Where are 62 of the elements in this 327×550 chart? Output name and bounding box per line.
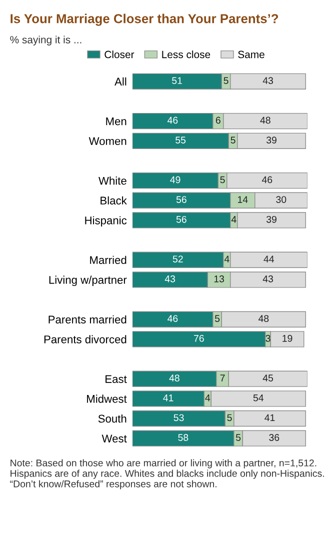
data-label: 55 bbox=[176, 136, 186, 144]
data-label: 4 bbox=[205, 394, 210, 402]
data-label: 49 bbox=[170, 176, 180, 184]
data-label: 7 bbox=[220, 374, 225, 382]
data-label: 48 bbox=[169, 374, 180, 382]
text: Note: Based on those who are married or living with a partner, n=1,512. Hispanics are of any race. Whites and blacks include only non-Hispanics. “Don’t know/Refused” responses are not shown. bbox=[10, 459, 324, 490]
y-tick-label: All bbox=[114, 77, 126, 86]
data-label: 39 bbox=[266, 136, 276, 144]
chart-title: Is Your Marriage Closer than Your Parents’? bbox=[10, 14, 278, 26]
data-label: 5 bbox=[236, 434, 241, 441]
data-label: 51 bbox=[172, 77, 182, 84]
data-label: 44 bbox=[264, 256, 274, 262]
data-label: 14 bbox=[238, 196, 248, 203]
y-tick-label: Married bbox=[90, 256, 126, 264]
legend-label: Same bbox=[238, 50, 264, 58]
data-label: 5 bbox=[227, 414, 232, 422]
data-label: 41 bbox=[264, 414, 275, 422]
y-tick-label: East bbox=[106, 375, 127, 383]
data-label: 56 bbox=[176, 216, 186, 223]
data-label: 76 bbox=[194, 334, 204, 342]
data-label: 48 bbox=[260, 116, 270, 124]
y-tick-label: Hispanic bbox=[85, 216, 127, 227]
data-label: 4 bbox=[224, 256, 230, 262]
y-tick-label: Parents married bbox=[48, 315, 126, 324]
y-tick-label: White bbox=[98, 176, 126, 185]
data-label: 39 bbox=[266, 216, 276, 223]
data-label: 41 bbox=[163, 394, 174, 402]
y-tick-label: Midwest bbox=[87, 394, 127, 403]
data-label: 46 bbox=[262, 176, 272, 184]
data-label: 5 bbox=[214, 315, 220, 322]
y-tick-label: Men bbox=[106, 117, 126, 126]
data-label: 53 bbox=[174, 414, 184, 422]
data-label: 56 bbox=[176, 196, 186, 203]
data-label: 52 bbox=[172, 256, 183, 262]
data-label: 48 bbox=[258, 315, 269, 322]
data-label: 5 bbox=[220, 176, 225, 184]
y-tick-label: South bbox=[98, 414, 126, 423]
data-label: 36 bbox=[269, 434, 280, 441]
data-label: 58 bbox=[178, 434, 188, 441]
data-label: 43 bbox=[262, 77, 273, 84]
y-tick-label: West bbox=[102, 434, 127, 442]
legend-label: Less close bbox=[162, 50, 210, 58]
data-label: 43 bbox=[164, 275, 176, 282]
data-label: 3 bbox=[266, 334, 270, 342]
data-label: 19 bbox=[282, 334, 292, 342]
data-label: 4 bbox=[231, 216, 236, 223]
text: % saying it is ... bbox=[10, 36, 82, 46]
data-label: 5 bbox=[224, 77, 228, 84]
y-tick-label: Living w/partner bbox=[49, 276, 127, 286]
data-label: 30 bbox=[276, 196, 286, 203]
data-label: 46 bbox=[167, 116, 178, 124]
y-tick-label: Black bbox=[100, 196, 127, 205]
data-label: 5 bbox=[230, 136, 236, 144]
y-tick-label: Women bbox=[88, 137, 126, 146]
data-label: 45 bbox=[262, 374, 274, 382]
data-label: 46 bbox=[167, 315, 178, 322]
data-label: 6 bbox=[216, 116, 220, 124]
data-label: 13 bbox=[214, 275, 224, 282]
data-label: 43 bbox=[262, 275, 273, 282]
data-label: 54 bbox=[253, 394, 264, 402]
y-tick-label: Parents divorced bbox=[44, 335, 126, 344]
legend-label: Closer bbox=[104, 50, 134, 58]
